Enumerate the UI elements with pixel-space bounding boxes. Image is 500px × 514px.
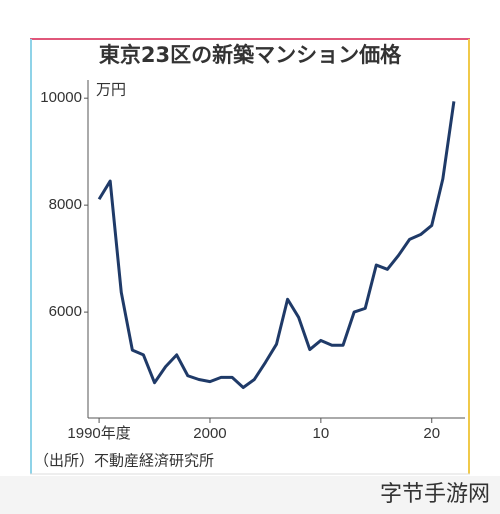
- watermark: 字节手游网: [380, 482, 490, 507]
- y-tick-label: 10000: [40, 89, 82, 106]
- line: [97, 101, 456, 390]
- x-tick-label: 20: [423, 425, 440, 442]
- y-tick-label: 8000: [49, 196, 82, 213]
- y-unit: 万円: [96, 81, 126, 99]
- footer-band: [0, 476, 500, 514]
- x-tick-label: 2000: [193, 425, 226, 442]
- source: （出所）不動産経済研究所: [34, 452, 214, 470]
- x-tick-label: 1990年度: [67, 425, 130, 442]
- y-tick-label: 6000: [49, 303, 82, 320]
- x-tick-label: 10: [313, 425, 330, 442]
- chart-title: 東京23区の新築マンション価格: [99, 43, 402, 67]
